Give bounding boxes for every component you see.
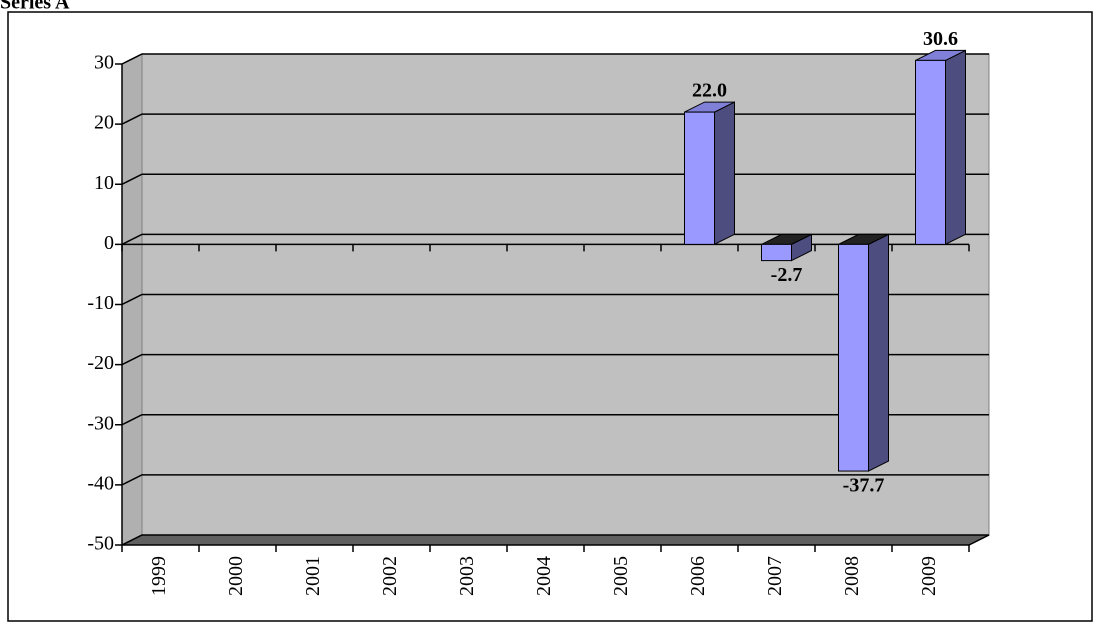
x-tick-label: 2000: [225, 556, 247, 596]
y-tick-label: 20: [94, 112, 114, 134]
x-axis-depth: [968, 534, 990, 546]
bar: [915, 59, 946, 245]
grid-line: [121, 534, 989, 546]
y-tick-label: -30: [87, 412, 114, 434]
grid-line: [121, 414, 989, 426]
bar: [684, 111, 715, 245]
x-tick-label: 2004: [533, 556, 555, 596]
bar-side: [714, 101, 735, 246]
bar: [838, 243, 869, 472]
value-label: 22.0: [692, 80, 727, 102]
y-tick-label: -50: [87, 533, 114, 555]
value-label: -37.7: [843, 475, 885, 497]
bar-side: [945, 49, 966, 246]
y-tick-label: -10: [87, 292, 114, 314]
floor: [121, 534, 990, 546]
y-tick-label: 0: [104, 232, 114, 254]
grid-line: [121, 53, 989, 65]
y-tick-label: 10: [94, 172, 114, 194]
y-tick-label: 30: [94, 52, 114, 74]
grid-line: [121, 474, 989, 486]
x-tick-label: 2003: [456, 556, 478, 596]
x-tick-label: 2007: [764, 556, 786, 596]
x-tick-label: 2005: [610, 556, 632, 596]
y-tick-label: -20: [87, 352, 114, 374]
grid-line: [121, 293, 989, 306]
x-tick-label: 1999: [148, 556, 170, 596]
value-label: 30.6: [923, 28, 958, 50]
chart-title: Series A: [0, 0, 70, 14]
y-tick-label: -40: [87, 472, 114, 494]
x-tick-label: 2001: [302, 556, 324, 596]
x-tick-label: 2002: [379, 556, 401, 596]
x-tick-label: 2006: [687, 556, 709, 596]
bar: [761, 243, 792, 262]
bar-side: [868, 233, 889, 472]
grid-line: [121, 353, 989, 366]
x-tick-label: 2008: [841, 556, 863, 596]
value-label: -2.7: [771, 264, 803, 286]
x-tick-label: 2009: [918, 556, 940, 596]
